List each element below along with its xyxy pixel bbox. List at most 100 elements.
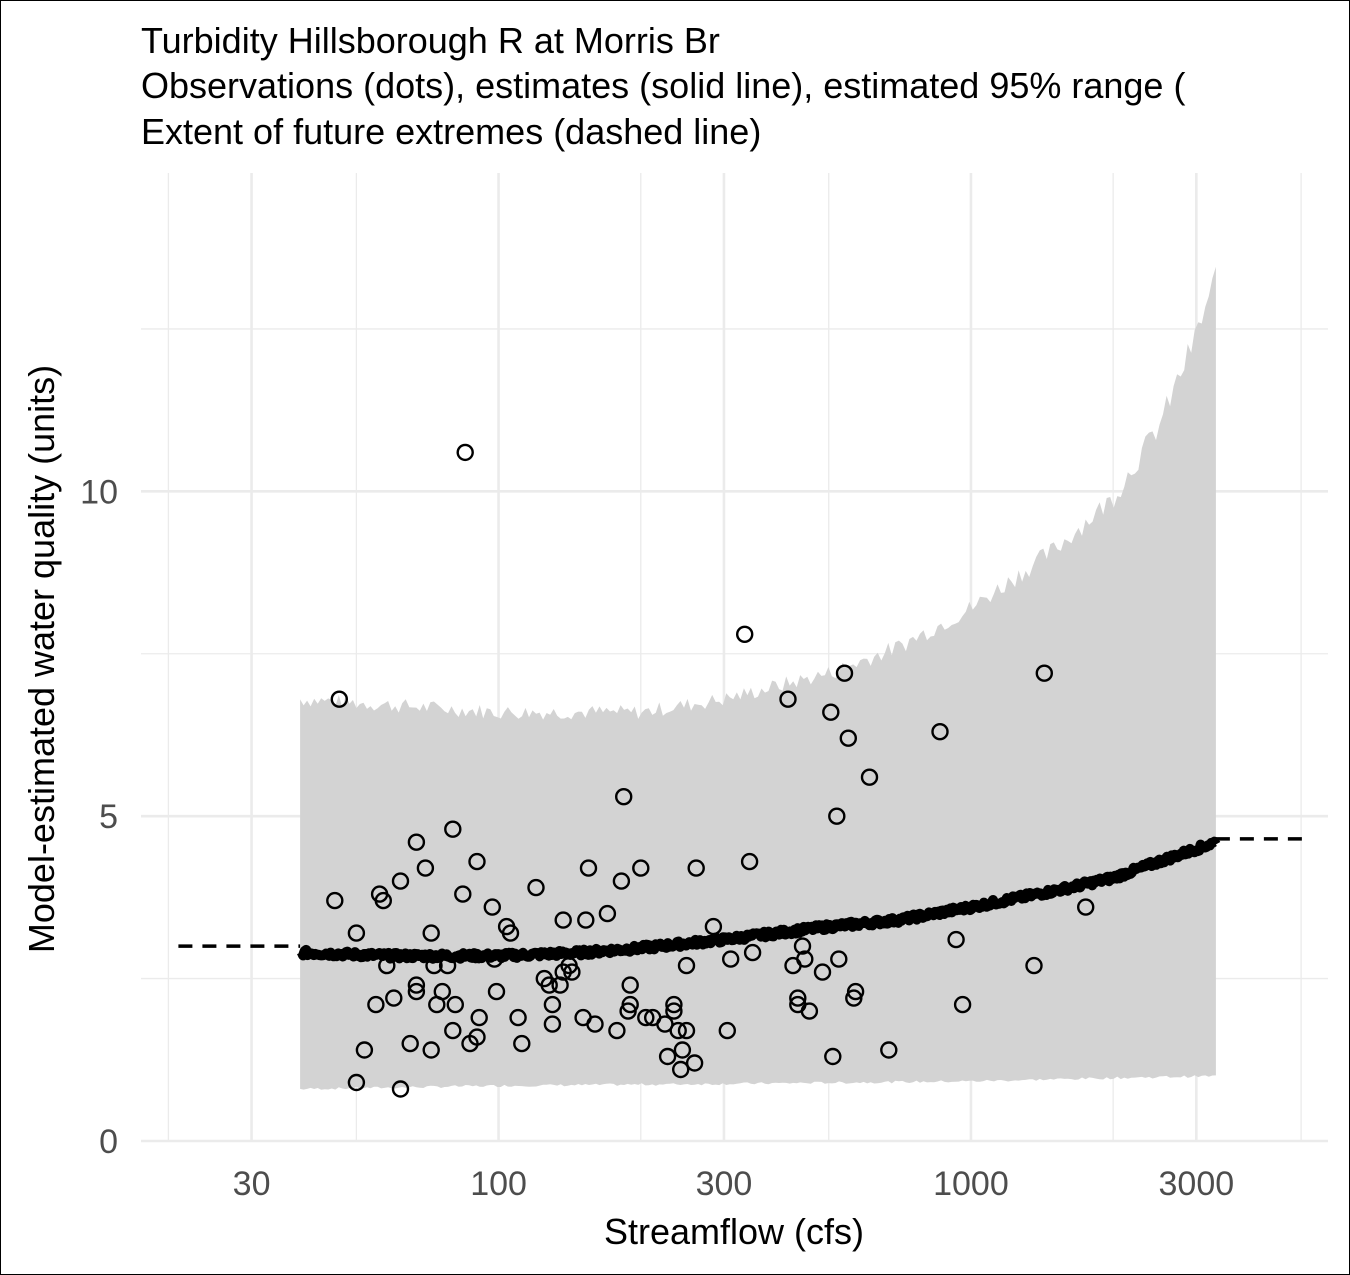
- y-tick-label: 10: [80, 473, 118, 511]
- observation-point: [656, 1015, 674, 1033]
- observation-point: [779, 690, 797, 708]
- observation-point: [677, 1021, 696, 1040]
- observation-point: [527, 878, 545, 897]
- observation-point: [743, 943, 762, 962]
- observation-point: [845, 989, 863, 1007]
- observation-point: [813, 963, 832, 981]
- observation-point: [677, 956, 696, 975]
- observation-point: [718, 1021, 736, 1040]
- x-axis-title: Streamflow (cfs): [604, 1211, 864, 1252]
- observation-point: [487, 982, 506, 1001]
- observation-point: [931, 723, 949, 741]
- observation-point: [828, 807, 846, 825]
- chart-subtitle-line-1: Observations (dots), estimates (solid li…: [141, 65, 1186, 106]
- observation-point: [444, 820, 462, 838]
- chart-subtitle-line-2: Extent of future extremes (dashed line): [141, 111, 762, 152]
- observation-point: [824, 1047, 842, 1066]
- y-tick-label: 5: [99, 798, 118, 836]
- observation-point: [543, 995, 562, 1014]
- observation-point: [860, 768, 879, 786]
- observation-point: [401, 1034, 419, 1053]
- observation-point: [407, 982, 426, 1001]
- observation-point: [438, 956, 457, 975]
- observation-point: [800, 1002, 819, 1020]
- observation-point: [454, 885, 472, 903]
- observation-point: [687, 859, 705, 877]
- y-axis-title: Model-estimated water quality (units): [21, 365, 62, 953]
- observation-point: [422, 924, 440, 942]
- confidence-band-layer: [300, 266, 1216, 1090]
- observation-point: [422, 1041, 440, 1059]
- observation-point: [446, 995, 464, 1014]
- observation-point: [579, 859, 598, 877]
- observation-point: [586, 1015, 604, 1033]
- observation-point: [407, 833, 426, 851]
- observation-point: [577, 911, 595, 929]
- observation-point: [347, 924, 366, 942]
- observation-point: [444, 1021, 462, 1040]
- observation-point: [326, 891, 344, 910]
- chart-title: Turbidity Hillsborough R at Morris Br: [141, 20, 720, 61]
- observation-point: [1076, 898, 1095, 916]
- observation-point: [672, 1060, 690, 1079]
- observation-point: [391, 1080, 410, 1098]
- observation-point: [784, 956, 802, 975]
- observation-point: [789, 989, 807, 1007]
- observation-point: [722, 950, 740, 968]
- observation-point: [740, 852, 759, 871]
- x-tick-label: 1000: [933, 1165, 1009, 1203]
- observation-point: [665, 995, 683, 1014]
- observation-point: [416, 859, 435, 877]
- observation-point: [554, 911, 572, 929]
- observation-point: [425, 956, 443, 975]
- x-tick-label: 30: [233, 1165, 271, 1203]
- observation-point: [830, 950, 848, 968]
- observation-point: [554, 963, 572, 981]
- observation-point: [367, 995, 385, 1014]
- observation-point: [461, 1034, 479, 1053]
- observation-point: [374, 891, 392, 910]
- observation-point: [632, 859, 650, 877]
- observation-point: [839, 729, 857, 747]
- observation-point: [483, 898, 501, 916]
- observation-point: [685, 1054, 704, 1072]
- observation-point: [378, 956, 396, 975]
- observation-points-layer: [326, 443, 1095, 1098]
- observation-point: [513, 1034, 531, 1053]
- observation-point: [619, 1002, 637, 1020]
- observation-point: [665, 1002, 683, 1020]
- observation-point: [953, 995, 972, 1014]
- observation-point: [347, 1073, 366, 1092]
- x-tick-label: 3000: [1159, 1165, 1235, 1203]
- observation-point: [612, 872, 631, 890]
- observation-point: [1035, 664, 1054, 682]
- observation-point: [485, 950, 504, 968]
- observation-point: [704, 917, 723, 936]
- observation-point: [385, 989, 403, 1007]
- observation-point: [615, 788, 633, 806]
- observation-point: [736, 625, 754, 643]
- confidence-band: [300, 266, 1216, 1090]
- observation-point: [947, 930, 965, 949]
- observation-point: [551, 976, 569, 994]
- observation-point: [468, 852, 486, 871]
- observation-point: [621, 976, 639, 994]
- estimate-line: [296, 836, 1221, 964]
- observation-point: [428, 995, 446, 1014]
- observation-point: [608, 1021, 626, 1040]
- observation-point: [355, 1041, 374, 1059]
- observation-point: [456, 443, 474, 462]
- observation-point: [637, 1008, 655, 1027]
- observation-point: [1025, 956, 1043, 975]
- observation-point: [669, 1021, 687, 1040]
- observation-point: [880, 1041, 898, 1059]
- observation-point: [673, 1041, 692, 1059]
- x-tick-label: 300: [696, 1165, 753, 1203]
- observation-point: [407, 976, 426, 994]
- observation-point: [470, 1008, 488, 1027]
- observation-point: [540, 976, 558, 994]
- observation-point: [330, 690, 348, 708]
- x-tick-label: 100: [470, 1165, 527, 1203]
